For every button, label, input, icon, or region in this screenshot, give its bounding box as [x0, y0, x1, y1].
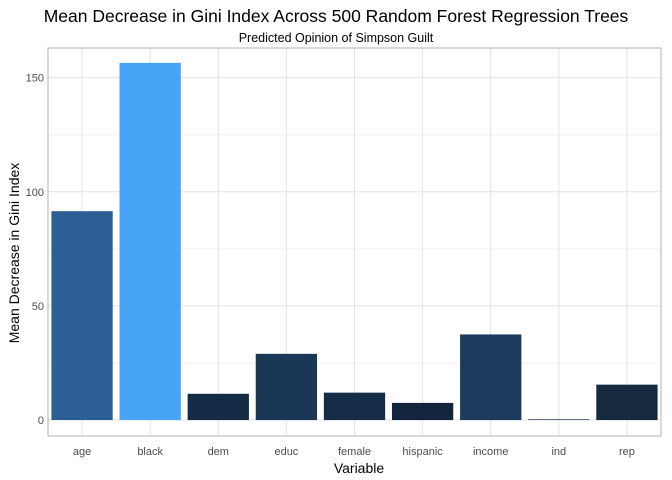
- y-tick-label: 0: [38, 415, 44, 427]
- bar-dem: [187, 393, 249, 421]
- bar-rep: [596, 384, 658, 421]
- x-tick-label: black: [137, 446, 163, 458]
- bar-hispanic: [391, 402, 454, 421]
- y-tick-labels: 0 50 100 150: [26, 73, 44, 427]
- x-tick-label: dem: [208, 446, 229, 458]
- bar-income: [460, 334, 522, 421]
- bar-black: [119, 62, 181, 421]
- chart-subtitle: Predicted Opinion of Simpson Guilt: [238, 31, 434, 45]
- x-tick-label: income: [473, 446, 508, 458]
- x-tick-labels: age black dem educ female hispanic income ind re…: [73, 446, 635, 458]
- x-tick-label: age: [73, 446, 91, 458]
- x-tick-label: rep: [619, 446, 635, 458]
- bar-ind: [528, 419, 590, 421]
- panel-border: [47, 47, 662, 437]
- bar-age: [51, 211, 113, 421]
- y-tick-label: 50: [32, 301, 44, 313]
- bar-female: [323, 392, 386, 421]
- y-axis-label: Mean Decrease in Gini Index: [6, 163, 22, 344]
- y-tick-label: 150: [26, 73, 44, 85]
- x-tick-label: female: [338, 446, 371, 458]
- x-tick-label: ind: [551, 446, 566, 458]
- chart-title: Mean Decrease in Gini Index Across 500 R…: [43, 6, 629, 26]
- bars: [51, 62, 658, 421]
- y-tick-label: 100: [26, 187, 44, 199]
- x-tick-label: hispanic: [402, 446, 443, 458]
- x-axis-label: Variable: [334, 460, 385, 476]
- x-tick-label: educ: [274, 446, 298, 458]
- bar-educ: [255, 353, 318, 421]
